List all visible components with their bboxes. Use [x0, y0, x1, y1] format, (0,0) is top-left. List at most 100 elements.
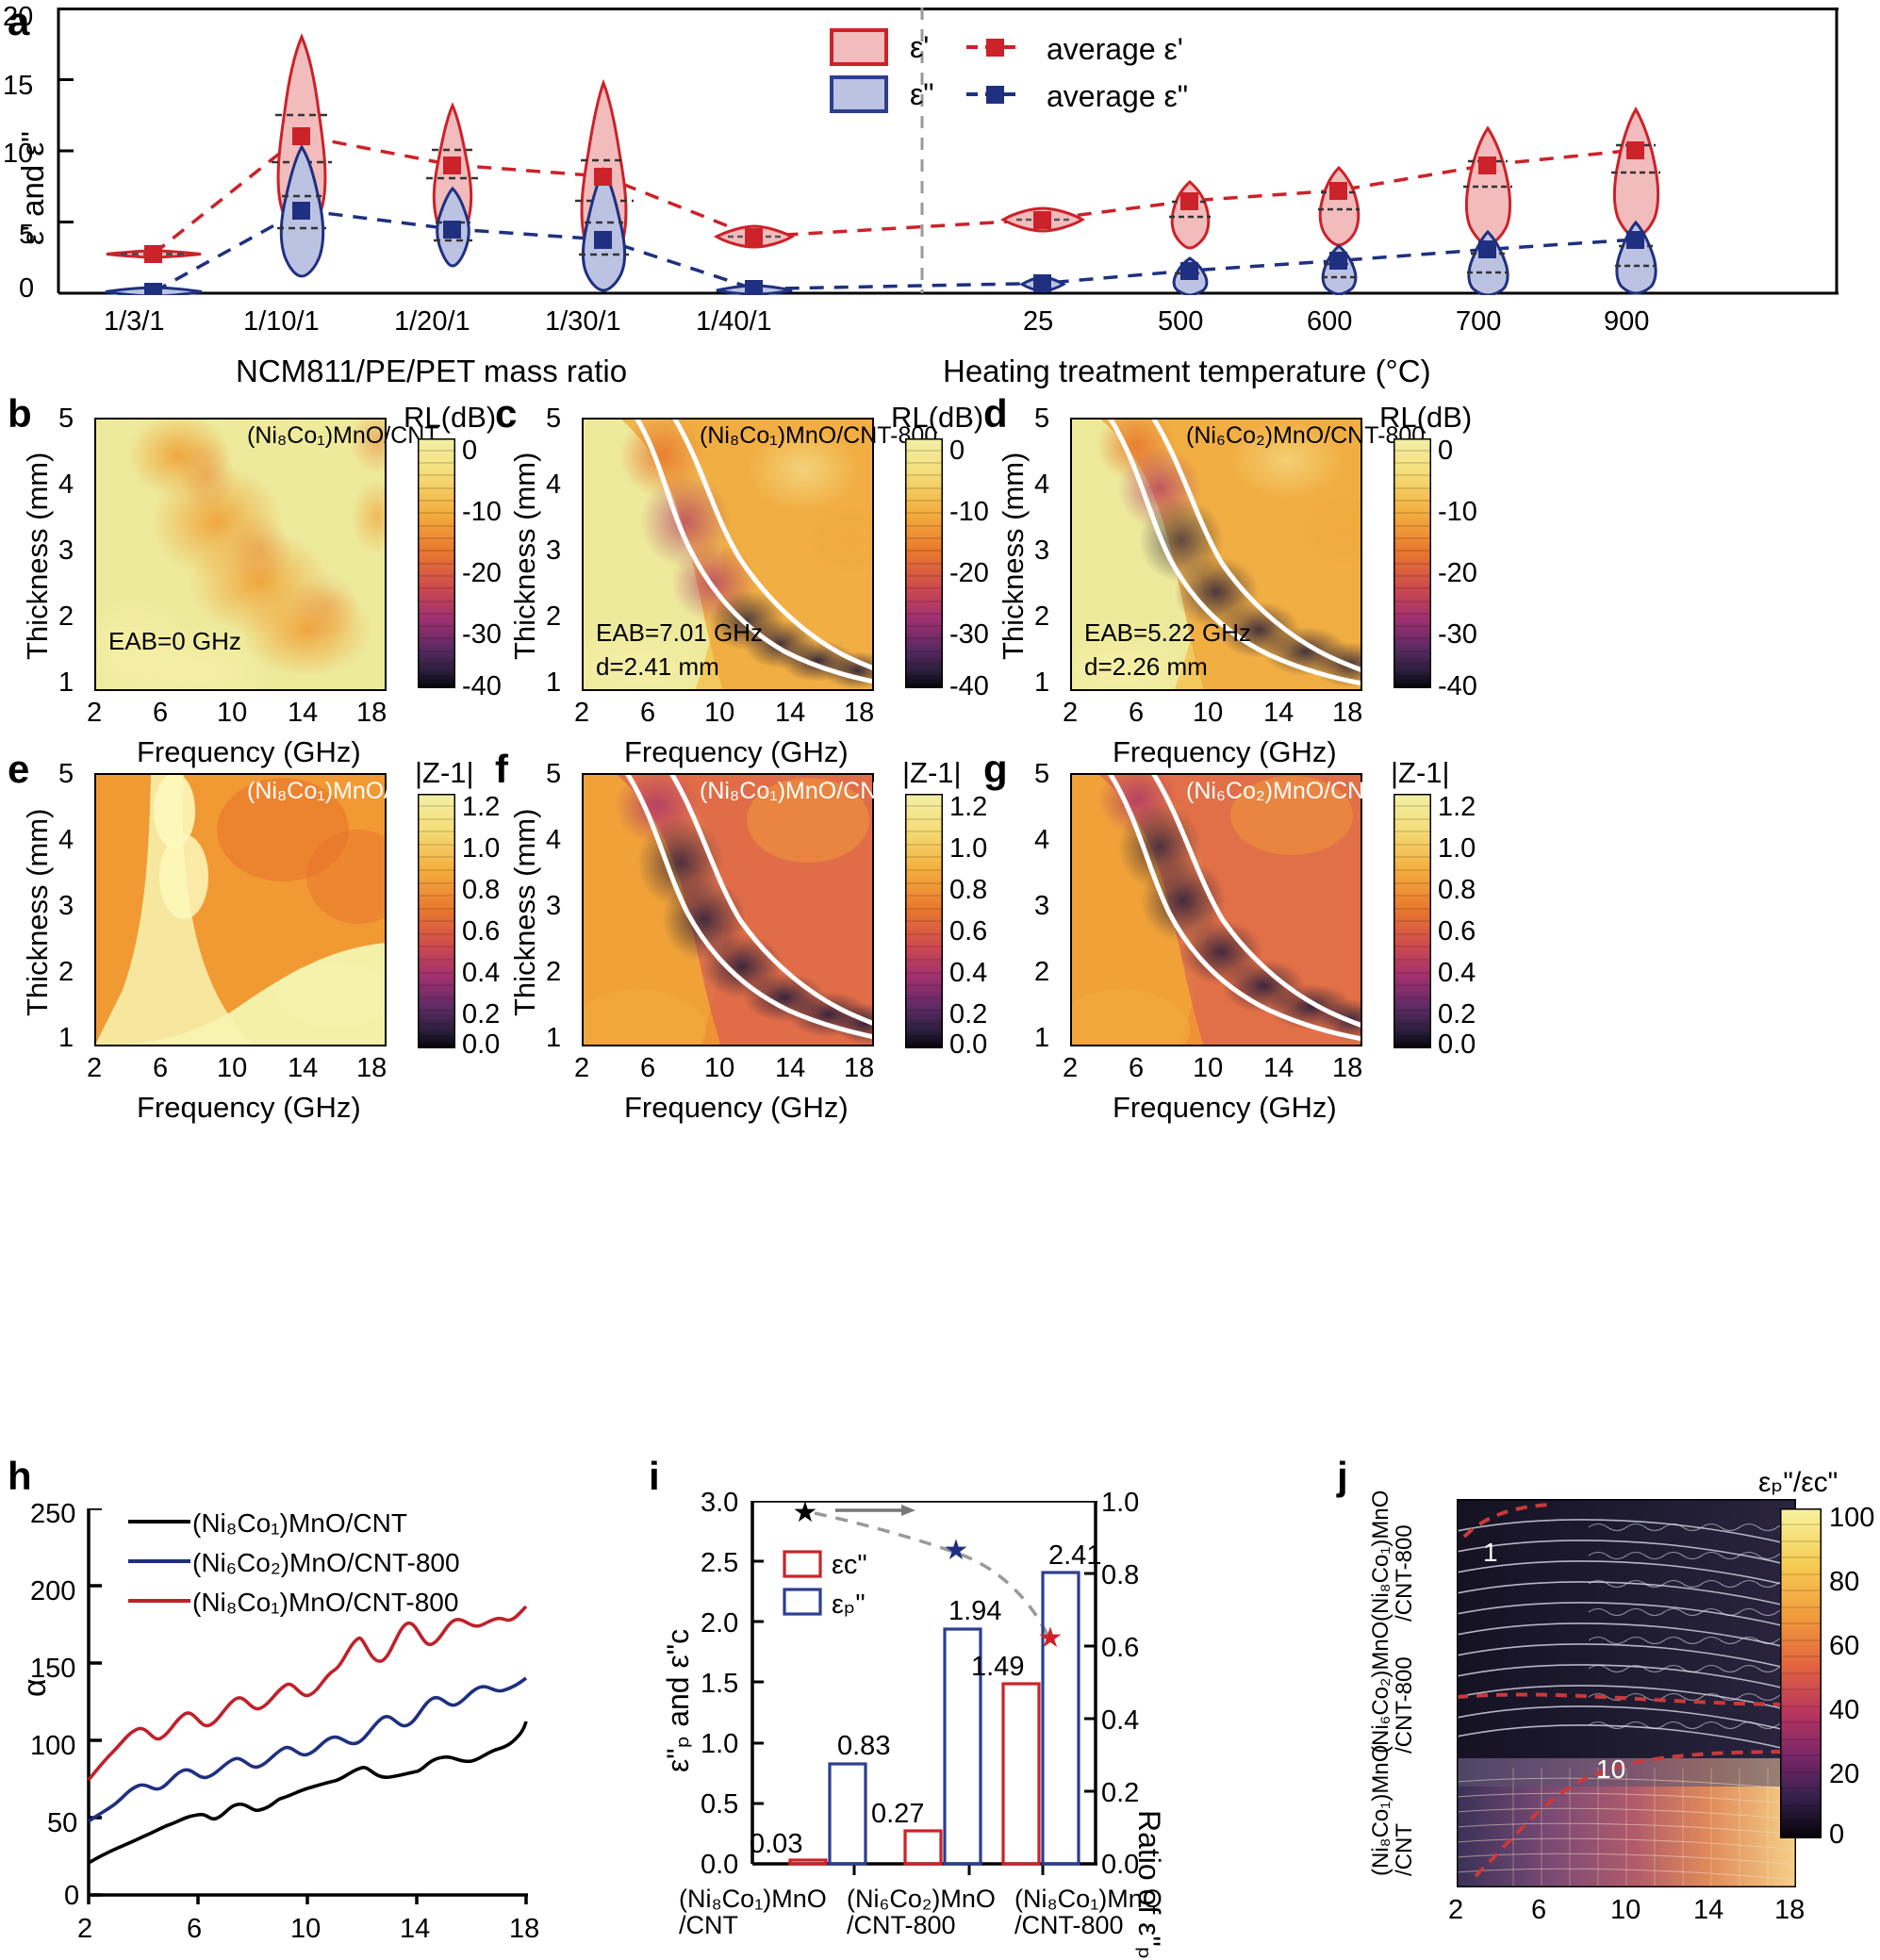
panel-i-barlabel-ec-0: 0.03: [750, 1829, 803, 1859]
panel-b-cbar-tick-20: -20: [462, 558, 502, 588]
panel-a-xtick-7: 500: [1158, 306, 1204, 337]
panel-f-xtick-2: 2: [574, 1053, 590, 1083]
panel-g-colorbar: [1394, 794, 1431, 1048]
panel-i-ytickL-2p0: 2.0: [701, 1608, 739, 1639]
panel-e-colorbar: [418, 794, 455, 1048]
panel-e-xtick-6: 6: [153, 1053, 169, 1083]
panel-i-ytickL-3p0: 3.0: [701, 1488, 739, 1518]
panel-d-xtick-6: 6: [1129, 698, 1145, 728]
panel-j-cbar-tick-80: 80: [1829, 1567, 1860, 1597]
panel-c-ytick-3: 3: [546, 535, 562, 566]
panel-a-xtick-3: 1/20/1: [394, 306, 470, 337]
panel-h-ytick-200: 200: [30, 1576, 76, 1606]
panel-b-ytick-5: 5: [58, 404, 74, 434]
panel-a-legend-label-eps-prime: ε': [910, 30, 930, 64]
panel-e-cbar-tick-1p0: 1.0: [462, 833, 501, 864]
panel-c-cbar-title: RL(dB): [891, 401, 984, 434]
panel-f-xtick-18: 18: [844, 1053, 875, 1083]
panel-a-legend-swatch-eps-double: [830, 75, 888, 113]
panel-a-ytick-15: 15: [3, 71, 34, 101]
panel-i-ytickR-0p6: 0.6: [1101, 1633, 1140, 1663]
panel-d-cbar-title: RL(dB): [1379, 401, 1473, 434]
panel-b-cbar-tick-30: -30: [462, 619, 502, 650]
panel-g-xtick-10: 10: [1193, 1053, 1224, 1083]
panel-h-ytick-150: 150: [30, 1654, 76, 1684]
panel-i-xtick-0: (Ni₈Co₁)MnO /CNT: [679, 1885, 827, 1940]
panel-a-legend-swatch-eps-prime: [830, 28, 888, 66]
panel-b-cbar-tick-0: 0: [462, 436, 478, 466]
panel-e-cbar-tick-0p6: 0.6: [462, 916, 501, 947]
panel-d-eab-annotation: EAB=5.22 GHz: [1084, 618, 1252, 647]
panel-e-ytick-2: 2: [58, 957, 74, 987]
panel-e-cbar-tick-0p0: 0.0: [462, 1029, 501, 1060]
panel-g-xlabel: Frequency (GHz): [1113, 1091, 1337, 1124]
panel-a-xlabel-right: Heating treatment temperature (°C): [943, 354, 1431, 388]
panel-g-cbar-tick-0p0: 0.0: [1438, 1029, 1476, 1060]
panel-f-cbar-tick-1p0: 1.0: [949, 833, 988, 864]
panel-g-letter: g: [983, 747, 1008, 791]
panel-d-ytick-1: 1: [1034, 667, 1050, 698]
panel-f-ytick-2: 2: [546, 957, 562, 987]
svg-text:★: ★: [1038, 1622, 1064, 1654]
panel-f-ytick-5: 5: [546, 759, 562, 789]
panel-g-ytick-1: 1: [1034, 1023, 1050, 1053]
panel-i-letter: i: [649, 1454, 660, 1498]
panel-c-cbar-tick-40: -40: [949, 671, 989, 701]
panel-f-cbar-tick-0p8: 0.8: [949, 875, 988, 905]
panel-i-ytickL-1p5: 1.5: [701, 1669, 739, 1699]
panel-i-ytickR-0p2: 0.2: [1101, 1778, 1140, 1808]
panel-f-cbar-title: |Z-1|: [902, 756, 962, 789]
panel-j-xtick-14: 14: [1693, 1895, 1724, 1925]
panel-c-ylabel: Thickness (mm): [508, 452, 541, 660]
panel-a-xtick-6: 25: [1023, 306, 1054, 337]
panel-i-ytickR-0p0: 0.0: [1101, 1850, 1140, 1880]
panel-g-cbar-title: |Z-1|: [1391, 756, 1450, 789]
panel-i-barlabel-ec-1: 0.27: [871, 1799, 925, 1829]
panel-b-ytick-2: 2: [58, 601, 74, 632]
panel-b-xtick-6: 6: [153, 698, 169, 728]
panel-b-ytick-1: 1: [58, 667, 74, 698]
panel-c-colorbar: [905, 438, 943, 688]
panel-d-ytick-3: 3: [1034, 535, 1050, 566]
panel-c-sample-label: (Ni₈Co₁)MnO/CNT-800: [700, 422, 938, 449]
panel-h-xtick-18: 18: [509, 1914, 540, 1944]
panel-b-eab-annotation: EAB=0 GHz: [108, 627, 241, 655]
panel-h-lineplot: [87, 1508, 528, 1904]
panel-j-letter: j: [1337, 1454, 1348, 1498]
panel-a-legend-label-avg-eps-prime: average ε': [1047, 32, 1183, 66]
panel-h-ytick-0: 0: [64, 1881, 80, 1911]
panel-d-letter: d: [983, 391, 1008, 436]
panel-j-cbar-tick-60: 60: [1829, 1631, 1860, 1661]
panel-f-xtick-10: 10: [704, 1053, 735, 1083]
panel-f-xtick-14: 14: [775, 1053, 806, 1083]
panel-e-sample-label: (Ni₈Co₁)MnO/CNT: [247, 778, 439, 804]
panel-b-cbar-tick-10: -10: [462, 497, 502, 527]
panel-c-xlabel: Frequency (GHz): [624, 735, 849, 768]
panel-i-barchart: ★ ★ ★: [750, 1501, 1097, 1875]
panel-e-ytick-3: 3: [58, 891, 74, 921]
panel-b-xtick-2: 2: [87, 698, 103, 728]
panel-d-cbar-tick-10: -10: [1438, 497, 1477, 527]
panel-a-legend-label-avg-eps-double: average ε": [1047, 79, 1189, 113]
panel-d-xlabel: Frequency (GHz): [1113, 735, 1337, 768]
panel-c-xtick-18: 18: [844, 698, 875, 728]
panel-f-ytick-1: 1: [546, 1023, 562, 1053]
panel-j-cbar-tick-40: 40: [1829, 1695, 1860, 1725]
panel-g-cbar-tick-0p4: 0.4: [1438, 958, 1476, 988]
panel-j-ytick-1: (Ni₆Co₂)MnO /CNT-800: [1368, 1621, 1418, 1754]
panel-b-sample-label: (Ni₈Co₁)MnO/CNT: [247, 422, 439, 449]
panel-e-cbar-tick-0p2: 0.2: [462, 999, 501, 1029]
panel-i-ytickL-0p5: 0.5: [701, 1789, 739, 1820]
panel-d-heatmap: [1070, 418, 1362, 691]
panel-j-xtick-6: 6: [1531, 1895, 1547, 1925]
panel-i-ylabel-left: ε"ₚ and ε"ᴄ: [661, 1628, 695, 1772]
panel-c-cbar-tick-10: -10: [949, 497, 989, 527]
panel-d-sample-label: (Ni₆Co₂)MnO/CNT-800: [1186, 422, 1426, 449]
panel-j-cbar-tick-100: 100: [1829, 1503, 1875, 1533]
panel-a-ytick-0: 0: [19, 273, 35, 304]
panel-d-ytick-5: 5: [1034, 404, 1050, 434]
panel-i-barlabel-ec-2: 1.49: [971, 1652, 1025, 1682]
panel-d-thickness-annotation: d=2.26 mm: [1084, 652, 1208, 681]
panel-f-ytick-4: 4: [546, 825, 562, 855]
panel-f-ytick-3: 3: [546, 891, 562, 921]
